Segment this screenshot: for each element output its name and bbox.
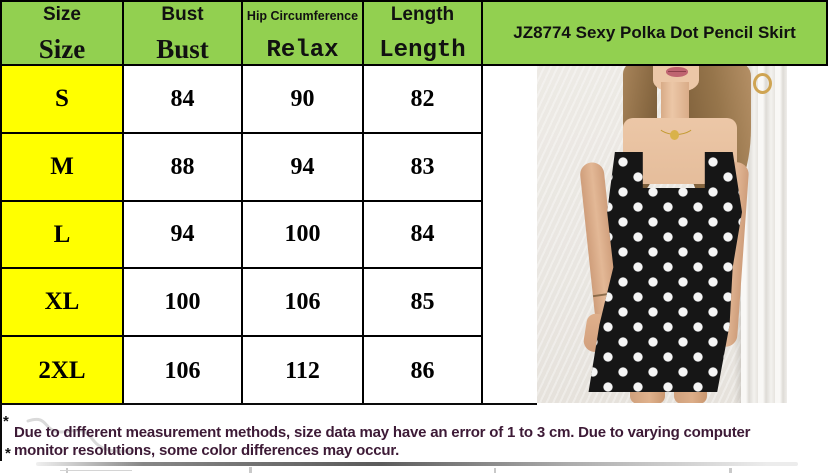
hip-value-cell: 94 bbox=[241, 132, 364, 202]
asterisk-marker: * bbox=[3, 413, 9, 430]
table-row-m: M 88 94 83 bbox=[0, 132, 483, 202]
model-lips bbox=[666, 67, 688, 77]
length-value-cell: 86 bbox=[362, 335, 483, 407]
size-label-cell: L bbox=[0, 200, 124, 269]
pencil-smudge-mark bbox=[26, 417, 132, 453]
length-value-cell: 82 bbox=[362, 64, 483, 134]
product-photo bbox=[537, 66, 787, 404]
model-lip-line bbox=[668, 71, 686, 72]
product-title: JZ8774 Sexy Polka Dot Pencil Skirt bbox=[513, 23, 796, 42]
size-label-cell: 2XL bbox=[0, 335, 124, 407]
header-size-sub: Size bbox=[38, 34, 86, 64]
length-value-cell: 84 bbox=[362, 200, 483, 269]
hip-value-cell: 100 bbox=[241, 200, 364, 269]
note-text-line1: Due to different measurement methods, si… bbox=[14, 424, 751, 441]
polka-dot-pencil-dress bbox=[588, 152, 742, 392]
bust-value-cell: 94 bbox=[122, 200, 243, 269]
measurement-note: * Due to different measurement methods, … bbox=[0, 403, 831, 473]
hip-value-cell: 112 bbox=[241, 335, 364, 407]
header-row: Size Size Bust Bust Hip Circumference Re… bbox=[0, 0, 483, 66]
scan-artifact-tick bbox=[729, 468, 732, 473]
size-table-header: Size Size Bust Bust Hip Circumference Re… bbox=[0, 0, 483, 66]
header-size-en: Size bbox=[42, 4, 82, 25]
header-size: Size Size bbox=[0, 0, 124, 66]
smudged-line-artifact bbox=[36, 462, 798, 466]
size-label-cell: S bbox=[0, 64, 124, 134]
note-text-line2: monitor resolutions, some color differen… bbox=[14, 442, 400, 459]
scan-artifact-tick bbox=[494, 468, 496, 473]
hip-value-cell: 90 bbox=[241, 64, 364, 134]
header-bust: Bust Bust bbox=[122, 0, 243, 66]
length-value-cell: 85 bbox=[362, 267, 483, 337]
bust-value-cell: 84 bbox=[122, 64, 243, 134]
hip-value-cell: 106 bbox=[241, 267, 364, 337]
header-bust-sub: Bust bbox=[156, 34, 209, 64]
header-length-en: Length bbox=[390, 4, 455, 25]
header-hip-en: Hip Circumference bbox=[246, 9, 359, 23]
length-value-cell: 83 bbox=[362, 132, 483, 202]
bust-value-cell: 106 bbox=[122, 335, 243, 407]
table-row-l: L 94 100 84 bbox=[0, 200, 483, 269]
bust-value-cell: 88 bbox=[122, 132, 243, 202]
note-left-border bbox=[0, 403, 2, 461]
size-label-cell: XL bbox=[0, 267, 124, 337]
gold-hoop-earring bbox=[753, 73, 772, 94]
product-title-banner: JZ8774 Sexy Polka Dot Pencil Skirt bbox=[481, 0, 828, 66]
note-top-border bbox=[0, 403, 537, 405]
bust-value-cell: 100 bbox=[122, 267, 243, 337]
size-label-cell: M bbox=[0, 132, 124, 202]
header-length-sub: Length bbox=[379, 37, 466, 64]
scan-artifact-line bbox=[60, 470, 132, 471]
table-row-xl: XL 100 106 85 bbox=[0, 267, 483, 337]
scan-artifact-tick bbox=[249, 467, 252, 473]
header-bust-en: Bust bbox=[161, 4, 204, 25]
header-hip-sub: Relax bbox=[266, 37, 339, 64]
table-row-2xl: 2XL 106 112 86 bbox=[0, 335, 483, 407]
header-length: Length Length bbox=[362, 0, 483, 66]
size-table: Size Size Bust Bust Hip Circumference Re… bbox=[0, 0, 483, 407]
table-row-s: S 84 90 82 bbox=[0, 64, 483, 134]
header-hip: Hip Circumference Relax bbox=[241, 0, 364, 66]
necklace-pendant bbox=[670, 130, 679, 140]
asterisk-marker: * bbox=[5, 445, 11, 462]
